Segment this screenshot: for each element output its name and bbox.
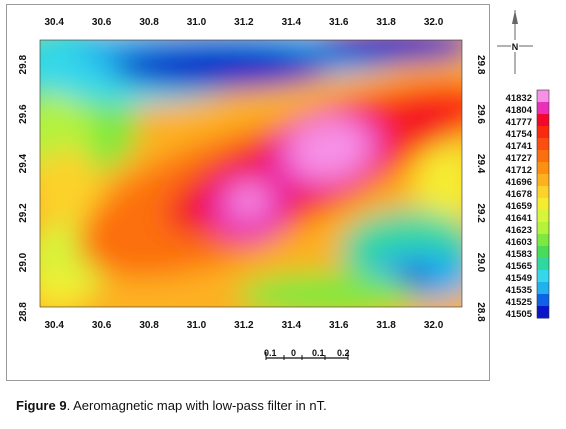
figure-caption: Figure 9. Aeromagnetic map with low-pass… <box>16 398 327 413</box>
y-tick-right: 29.2 <box>475 203 486 223</box>
north-arrow-icon: N <box>497 10 533 74</box>
scale-label-3: 0.2 <box>337 348 350 358</box>
y-axis-right-labels: 28.8 29.0 29.2 29.4 29.6 29.8 <box>475 55 486 322</box>
north-label: N <box>512 42 519 52</box>
x-tick-bottom: 30.4 <box>44 320 64 331</box>
colorbar-swatch <box>537 210 549 223</box>
x-tick-bottom: 30.6 <box>92 320 112 331</box>
x-tick-top: 31.0 <box>187 17 207 28</box>
colorbar-label: 41712 <box>506 165 532 176</box>
scale-bar: 0.1 0 0.1 0.2 <box>264 348 350 360</box>
y-tick-right: 29.6 <box>475 104 486 124</box>
map-border <box>39 39 463 308</box>
colorbar-label: 41727 <box>506 153 532 164</box>
colorbar-label: 41741 <box>506 141 533 152</box>
scale-label-0: 0.1 <box>264 348 277 358</box>
x-tick-bottom: 31.4 <box>282 320 302 331</box>
colorbar-label: 41565 <box>506 261 533 272</box>
x-tick-top: 31.6 <box>329 17 349 28</box>
colorbar-label: 41832 <box>506 93 532 104</box>
x-tick-bottom: 31.2 <box>234 320 254 331</box>
colorbar-label: 41641 <box>506 213 533 224</box>
caption-text: . Aeromagnetic map with low-pass filter … <box>66 398 327 413</box>
colorbar-label: 41804 <box>506 105 533 116</box>
x-tick-top: 32.0 <box>424 17 444 28</box>
colorbar-label: 41696 <box>506 177 532 188</box>
colorbar-label: 41659 <box>506 201 532 212</box>
colorbar-label: 41535 <box>506 285 533 296</box>
colorbar <box>536 89 550 319</box>
x-tick-bottom: 31.0 <box>187 320 207 331</box>
x-tick-top: 30.8 <box>139 17 159 28</box>
colorbar-swatch <box>537 90 549 103</box>
colorbar-label: 41777 <box>506 117 532 128</box>
y-tick-left: 28.8 <box>18 302 29 322</box>
colorbar-swatch <box>537 186 549 199</box>
colorbar-label: 41678 <box>506 189 532 200</box>
y-tick-right: 29.8 <box>475 55 486 75</box>
x-axis-bottom-labels: 30.4 30.6 30.8 31.0 31.2 31.4 31.6 31.8 32.0 <box>44 320 443 331</box>
colorbar-label: 41525 <box>506 297 533 308</box>
colorbar-swatch <box>537 294 549 307</box>
colorbar-swatch <box>537 126 549 139</box>
x-tick-bottom: 30.8 <box>139 320 159 331</box>
x-axis-top-labels: 30.4 30.6 30.8 31.0 31.2 31.4 31.6 31.8 32.0 <box>44 17 443 28</box>
x-tick-top: 31.2 <box>234 17 254 28</box>
colorbar-swatch <box>537 234 549 247</box>
x-tick-top: 30.6 <box>92 17 112 28</box>
colorbar-swatch <box>537 198 549 211</box>
x-tick-bottom: 31.6 <box>329 320 349 331</box>
colorbar-swatch <box>537 306 549 319</box>
colorbar-label: 41623 <box>506 225 532 236</box>
colorbar-label: 41754 <box>506 129 533 140</box>
x-tick-top: 31.8 <box>376 17 396 28</box>
x-tick-bottom: 31.8 <box>376 320 396 331</box>
x-tick-top: 31.4 <box>282 17 302 28</box>
colorbar-swatch <box>537 270 549 283</box>
colorbar-swatch <box>537 282 549 295</box>
y-tick-right: 28.8 <box>475 302 486 322</box>
scale-label-1: 0 <box>291 348 296 358</box>
y-tick-left: 29.4 <box>18 153 29 173</box>
colorbar-label: 41603 <box>506 237 532 248</box>
colorbar-swatch <box>537 246 549 259</box>
caption-label: Figure 9 <box>16 398 67 413</box>
x-tick-bottom: 32.0 <box>424 320 444 331</box>
y-tick-right: 29.4 <box>475 154 486 174</box>
scale-label-2: 0.1 <box>312 348 325 358</box>
colorbar-swatch <box>537 162 549 175</box>
colorbar-labels: 4183241804417774175441741417274171241696… <box>506 93 533 320</box>
colorbar-label: 41583 <box>506 249 532 260</box>
colorbar-label: 41549 <box>506 273 532 284</box>
colorbar-swatch <box>537 114 549 127</box>
colorbar-swatch <box>537 102 549 115</box>
y-tick-left: 29.6 <box>18 104 29 124</box>
colorbar-swatch <box>537 174 549 187</box>
colorbar-swatch <box>537 258 549 271</box>
y-axis-left-labels: 28.8 29.0 29.2 29.4 29.6 29.8 <box>18 55 29 322</box>
colorbar-swatch <box>537 150 549 163</box>
colorbar-swatch <box>537 138 549 151</box>
x-tick-top: 30.4 <box>44 17 64 28</box>
y-tick-left: 29.8 <box>18 55 29 75</box>
y-tick-right: 29.0 <box>475 253 486 273</box>
colorbar-label: 41505 <box>506 309 533 320</box>
colorbar-swatch <box>537 222 549 235</box>
y-tick-left: 29.0 <box>18 252 29 272</box>
y-tick-left: 29.2 <box>18 203 29 223</box>
